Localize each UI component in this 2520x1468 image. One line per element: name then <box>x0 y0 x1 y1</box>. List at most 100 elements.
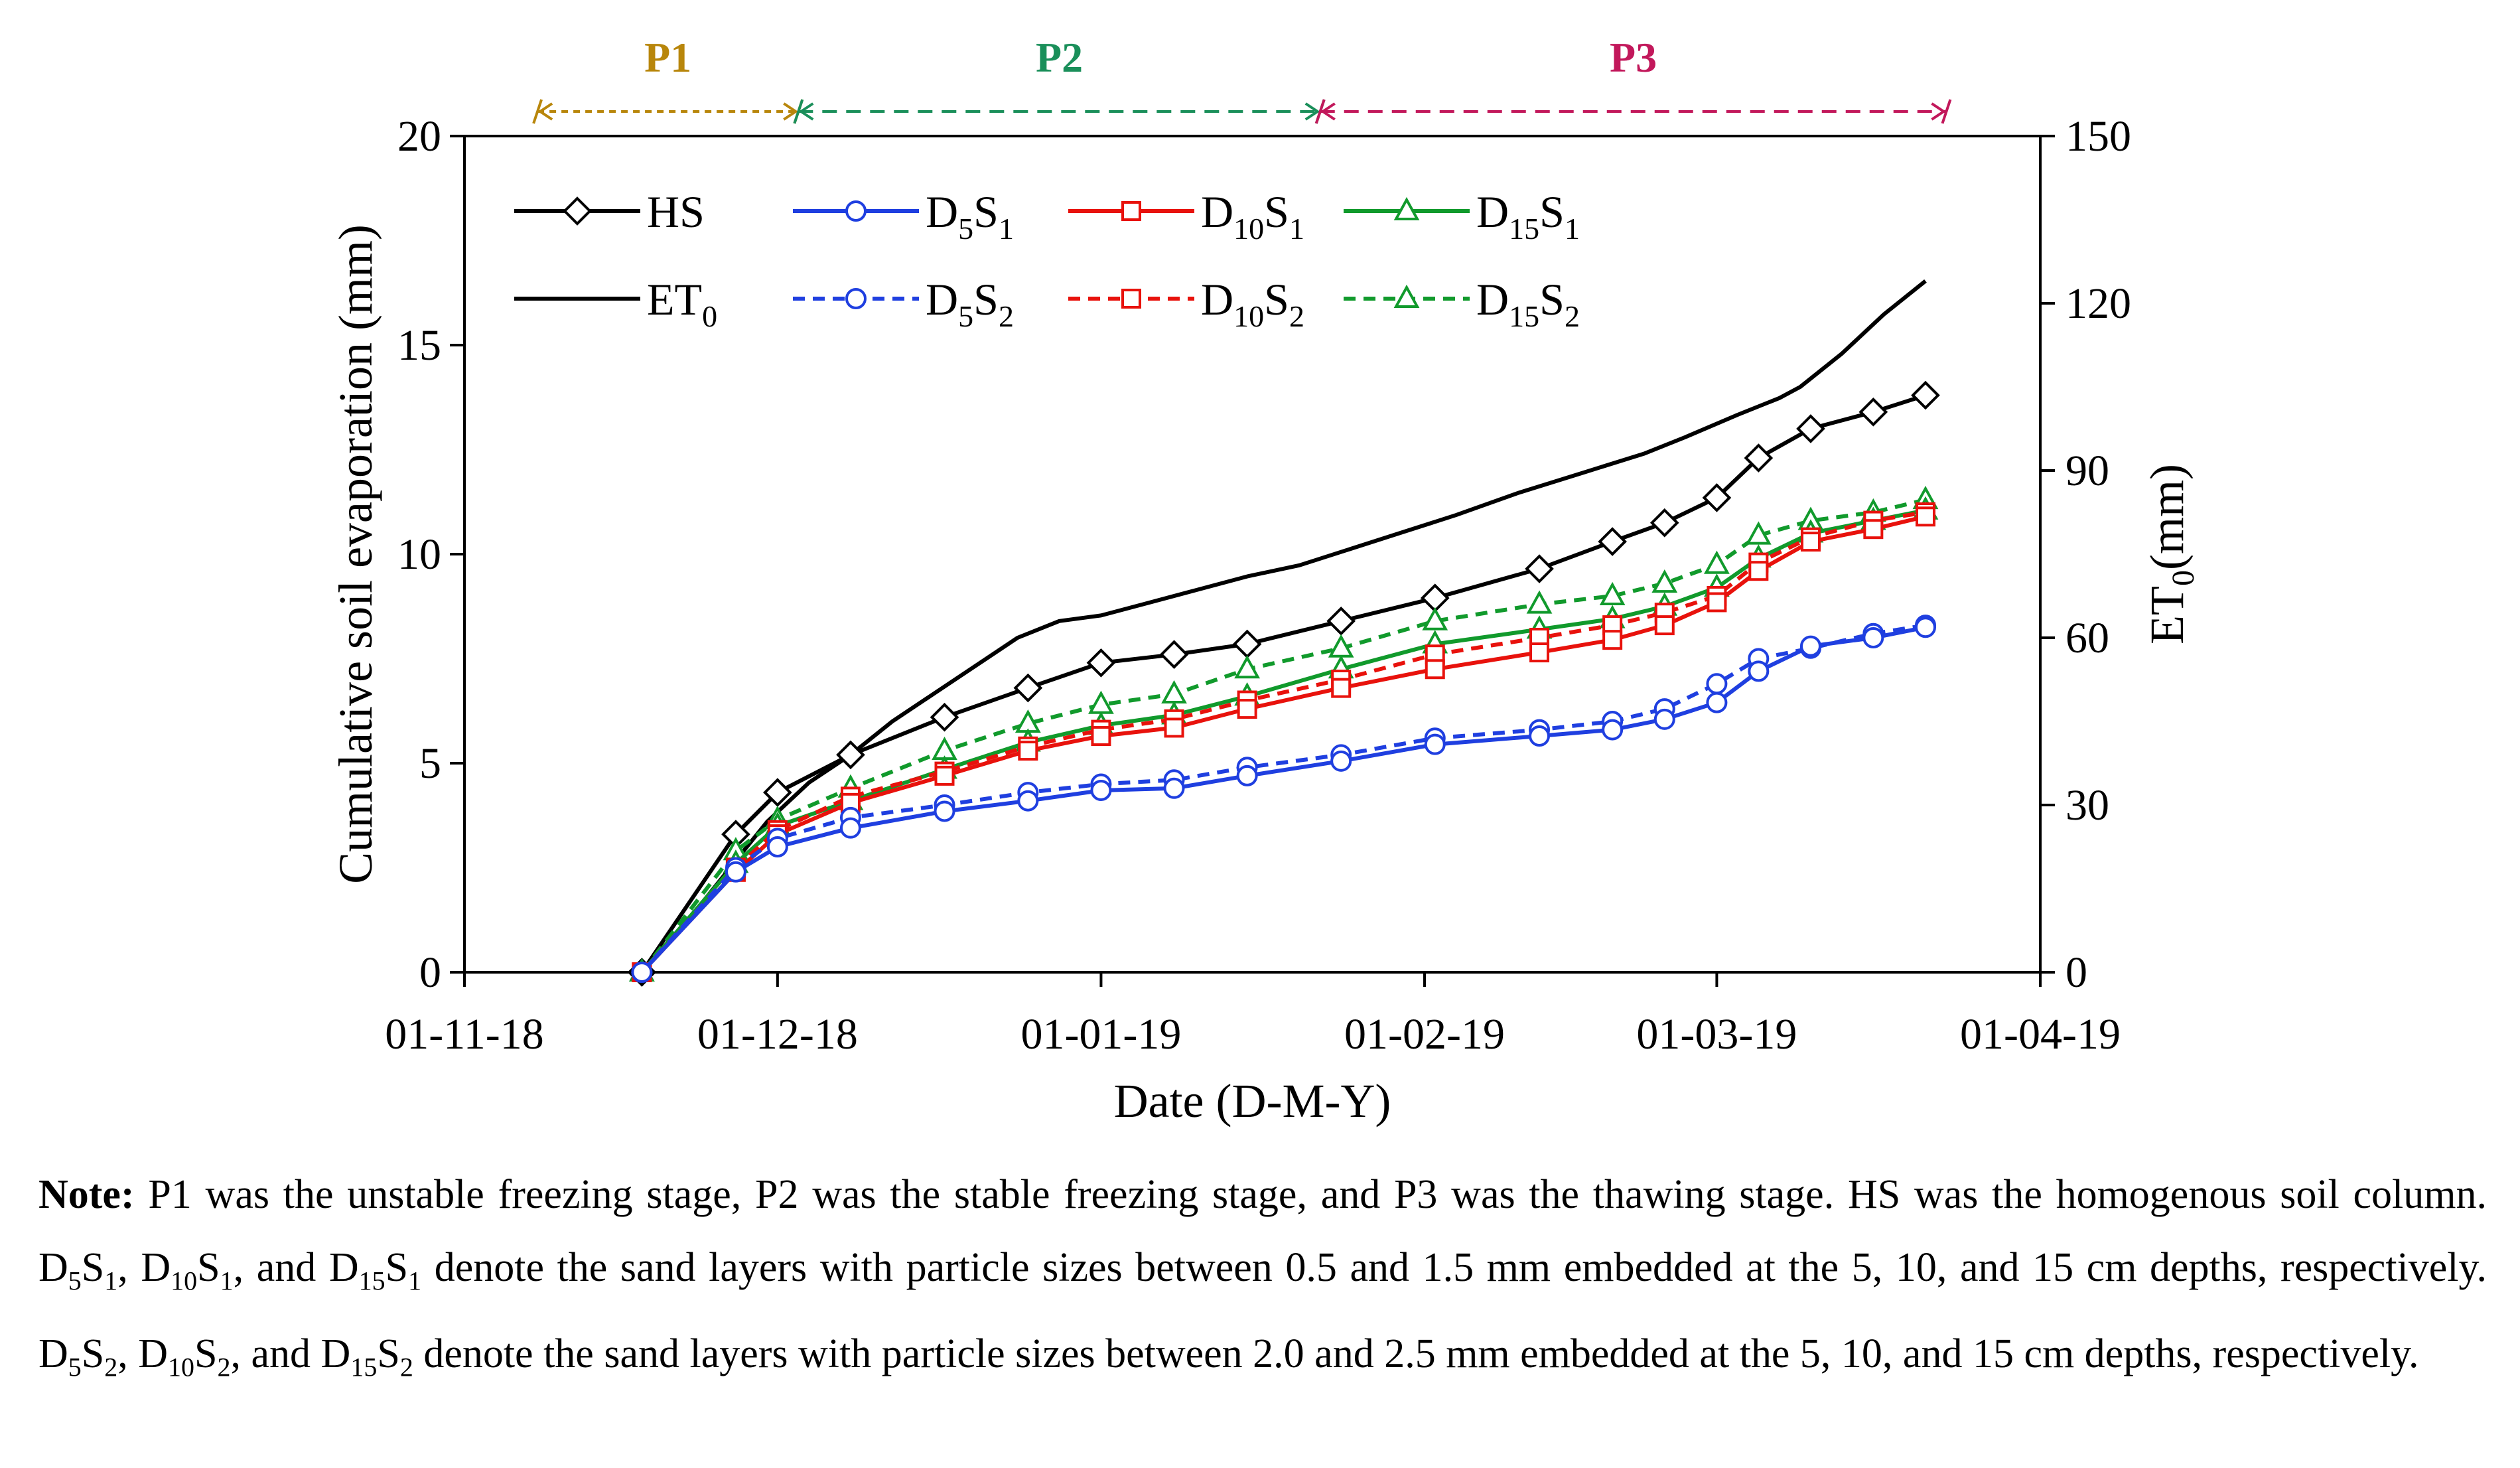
marker-diamond <box>1702 483 1732 512</box>
marker-diamond <box>836 740 865 770</box>
y-left-tick-label: 5 <box>419 739 441 788</box>
stage-label: P1 <box>644 34 691 81</box>
marker-circle <box>631 962 653 983</box>
note-text: denote the sand layers with particle siz… <box>413 1331 2419 1377</box>
y-axis-left-label: Cumulative soil evaporation (mm) <box>329 224 382 884</box>
marker-diamond <box>1911 380 1940 410</box>
note-subscript: 10 <box>171 1266 198 1296</box>
chart-svg: P1 P2 P3 01-11-18 01-12-18 01-01-19 01-02-19 0… <box>329 34 2201 1128</box>
marker-circle <box>1424 733 1446 755</box>
series-D10S2 <box>632 502 1935 982</box>
legend-label-text: D <box>1476 186 1509 237</box>
y-right-tick-label: 60 <box>2065 614 2109 662</box>
legend-label-sub: 0 <box>702 299 717 333</box>
marker-diamond <box>763 778 792 807</box>
marker-square <box>1121 201 1141 221</box>
y-right-tick-label: 90 <box>2065 447 2109 495</box>
y-right-tick-label: 150 <box>2065 112 2131 161</box>
legend-label-text: D <box>926 274 958 325</box>
legend-label-sub: 2 <box>1565 299 1580 333</box>
note-text: S <box>194 1331 218 1377</box>
series-layer <box>627 279 1940 987</box>
legend-label: D10S1 <box>1201 186 1304 246</box>
legend-label-text: S <box>1539 274 1565 325</box>
note-text: , and D <box>230 1331 351 1377</box>
note-text: S <box>81 1331 105 1377</box>
marker-triangle <box>1422 607 1448 630</box>
note-subscript: 5 <box>68 1266 82 1296</box>
marker-diamond <box>1420 583 1450 613</box>
note-subscript: 2 <box>104 1352 118 1382</box>
marker-circle <box>1706 692 1728 713</box>
stage-start-mark <box>793 99 804 124</box>
y-left-tick-label: 10 <box>397 530 441 579</box>
series-line-D5S2 <box>640 623 1926 974</box>
legend-label-text: S <box>973 186 999 237</box>
legend-label: D10S2 <box>1201 274 1304 333</box>
marker-square <box>1331 678 1352 698</box>
marker-square <box>1425 659 1445 680</box>
stage-arrow-left <box>537 102 553 121</box>
stage-start-mark <box>1314 99 1326 124</box>
x-tick-label: 01-11-18 <box>385 1010 544 1059</box>
legend-item-ET0: ET0 <box>514 274 717 333</box>
series-line-ET0 <box>640 279 1927 974</box>
x-tick-label: 01-02-19 <box>1344 1010 1505 1059</box>
marker-circle <box>1090 779 1112 801</box>
stage-P3: P3 <box>1314 34 1952 124</box>
legend-label-sub: 2 <box>999 299 1014 333</box>
marker-diamond <box>1013 673 1043 703</box>
marker-diamond <box>1159 640 1189 670</box>
stage-arrow-left <box>1320 102 1336 121</box>
y-axis-right-label-main: ET <box>2140 586 2194 644</box>
marker-diamond <box>1744 443 1774 473</box>
note-subscript: 1 <box>408 1266 422 1296</box>
legend-label-sub: 2 <box>1289 299 1304 333</box>
marker-square <box>1018 741 1038 761</box>
note-subscript: 2 <box>217 1352 231 1382</box>
note-text: S <box>385 1245 409 1290</box>
y-right-tick-label: 30 <box>2065 781 2109 830</box>
marker-circle <box>1602 719 1624 741</box>
marker-circle <box>725 861 746 883</box>
marker-triangle <box>1161 680 1187 704</box>
x-tick-label: 01-04-19 <box>1960 1010 2121 1059</box>
note-text: , D <box>117 1331 169 1377</box>
series-D5S1 <box>631 617 1936 983</box>
legend-label-sub: 15 <box>1509 212 1539 246</box>
legend-label-text: ET <box>647 274 702 325</box>
legend-item-D10S2: D10S2 <box>1068 274 1304 333</box>
note-text: , D <box>117 1245 171 1290</box>
marker-triangle <box>1234 655 1261 679</box>
marker-diamond <box>930 702 959 732</box>
y-axis-right-label-sub: 0 <box>2166 570 2201 586</box>
legend-label: HS <box>647 186 705 237</box>
marker-square <box>1237 699 1257 719</box>
note-text: , and D <box>233 1245 359 1290</box>
marker-circle <box>1862 627 1884 648</box>
stage-arrow-right <box>783 102 798 121</box>
note-subscript: 2 <box>399 1352 413 1382</box>
legend-label-sub: 5 <box>958 299 973 333</box>
axes: 01-11-18 01-12-18 01-01-19 01-02-19 01-03-19… <box>385 112 2131 1059</box>
stage-annotations: P1 P2 P3 <box>532 34 1952 124</box>
marker-diamond <box>1086 648 1116 678</box>
note-text: denote the sand layers with particle siz… <box>38 1245 2487 1377</box>
marker-triangle <box>1704 550 1730 574</box>
legend-label-text: S <box>1264 186 1289 237</box>
series-HS <box>627 380 1940 987</box>
marker-circle <box>1236 765 1258 786</box>
note-subscript: 10 <box>168 1352 195 1382</box>
y-right-tick-label: 0 <box>2065 948 2087 997</box>
note-text: P1 was the unstable freezing stage, P2 w… <box>38 1172 2487 1290</box>
y-left-tick-label: 0 <box>419 948 441 997</box>
marker-square <box>934 765 955 786</box>
marker-diamond <box>1232 629 1262 659</box>
legend-label: ET0 <box>647 274 717 333</box>
marker-triangle <box>1526 590 1553 614</box>
series-D15S2 <box>628 485 1939 982</box>
y-left-tick-label: 15 <box>397 321 441 370</box>
marker-triangle <box>1088 690 1114 714</box>
legend-item-D10S1: D10S1 <box>1068 186 1304 246</box>
marker-circle <box>1017 790 1039 812</box>
